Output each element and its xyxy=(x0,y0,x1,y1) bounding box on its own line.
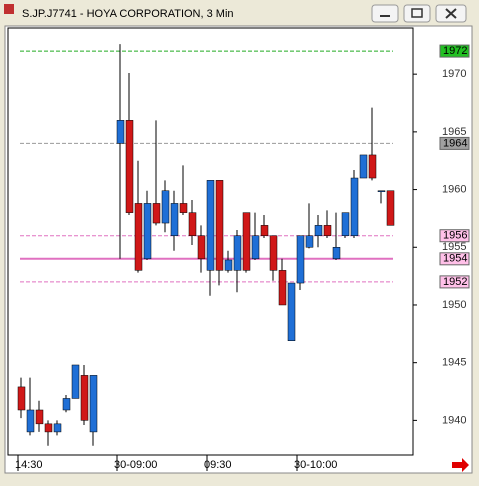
level-label: 1952 xyxy=(443,276,467,288)
y-tick-label: 1970 xyxy=(442,68,466,80)
candle-body xyxy=(125,120,134,213)
x-tick-label: 30-10:00 xyxy=(294,459,337,471)
candle-body xyxy=(260,225,269,236)
level-label-box xyxy=(439,136,470,150)
candle-body xyxy=(188,212,197,236)
candle-body xyxy=(89,375,98,433)
y-tick-label: 1955 xyxy=(442,241,466,253)
candle-body xyxy=(314,225,323,236)
candle-body xyxy=(35,409,44,425)
candle-body xyxy=(152,203,161,224)
candle-body xyxy=(44,423,53,433)
minimize-button[interactable] xyxy=(371,4,399,23)
candle-body xyxy=(62,398,71,411)
x-tick-label: 30-09:00 xyxy=(114,459,157,471)
candle-body xyxy=(53,423,62,433)
candle-body xyxy=(233,235,242,271)
candle-body xyxy=(116,120,125,144)
candle-body xyxy=(206,180,215,271)
candle-body xyxy=(296,235,305,284)
candle-body xyxy=(359,154,368,179)
level-label: 1972 xyxy=(443,45,467,57)
candle-body xyxy=(332,247,341,260)
candle-body xyxy=(377,190,386,192)
x-tick-label: 14:30 xyxy=(15,459,43,471)
candle-body xyxy=(215,180,224,271)
candle-body xyxy=(386,190,395,226)
candle-body xyxy=(17,386,26,411)
level-label-box xyxy=(439,44,470,58)
y-tick-label: 1945 xyxy=(442,357,466,369)
candle-body xyxy=(242,212,251,271)
candle-body xyxy=(368,154,377,179)
level-label-box xyxy=(439,229,470,243)
y-tick-label: 1960 xyxy=(442,183,466,195)
candle-body xyxy=(278,270,287,306)
candle-body xyxy=(251,235,260,260)
candle-body xyxy=(341,212,350,236)
candle-body xyxy=(305,235,314,248)
scroll-arrow[interactable] xyxy=(452,458,469,472)
level-label-box xyxy=(439,252,470,266)
level-label: 1964 xyxy=(443,137,467,149)
candle-body xyxy=(170,203,179,236)
candle-body xyxy=(269,235,278,271)
chart-content: 1940 1945 1950 1955 1960 1965 1970 1972 1964 1956… xyxy=(15,44,470,471)
y-tick-label: 1940 xyxy=(442,414,466,426)
candle-body xyxy=(224,259,233,271)
y-tick-label: 1950 xyxy=(442,299,466,311)
candle-body xyxy=(287,282,296,341)
candle-body xyxy=(350,177,359,236)
candle-body xyxy=(71,364,80,399)
close-icon xyxy=(445,8,457,19)
candle-body xyxy=(179,203,188,213)
candle-body xyxy=(143,203,152,260)
maximize-button[interactable] xyxy=(403,4,431,23)
maximize-icon xyxy=(411,8,423,18)
app-icon xyxy=(4,4,14,14)
level-label: 1954 xyxy=(443,253,467,265)
candle-body xyxy=(197,235,206,260)
level-label: 1956 xyxy=(443,230,467,242)
level-label-box xyxy=(439,275,470,289)
candle-body xyxy=(134,203,143,271)
candle-body xyxy=(161,190,170,224)
candle-body xyxy=(80,375,89,421)
x-tick-label: 09:30 xyxy=(204,459,232,471)
candle-body xyxy=(26,409,35,433)
y-tick-label: 1965 xyxy=(442,126,466,138)
window-title: S.JP.J7741 - HOYA CORPORATION, 3 Min xyxy=(22,8,234,20)
candle-body xyxy=(323,225,332,236)
